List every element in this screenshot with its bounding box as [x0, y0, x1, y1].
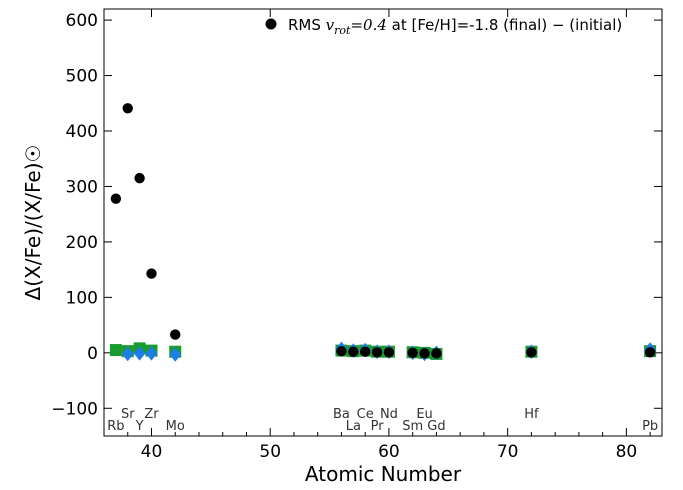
data-point-circle — [644, 347, 656, 358]
data-point-circle — [122, 103, 133, 114]
y-tick-label: 300 — [66, 177, 98, 197]
element-label-eu: Eu — [416, 407, 432, 422]
element-label-nd: Nd — [380, 407, 398, 422]
legend-prefix: RMS — [288, 16, 326, 34]
data-point-diamond — [121, 346, 134, 362]
y-tick-label: 100 — [66, 288, 98, 308]
y-tick-label: 600 — [66, 11, 98, 31]
data-point-circle — [526, 347, 537, 358]
element-label-ce: Ce — [357, 407, 374, 422]
element-label-pr: Pr — [371, 419, 385, 434]
x-tick-label: 40 — [141, 442, 163, 462]
data-point-circle — [348, 346, 359, 357]
data-point-circle — [170, 329, 181, 340]
legend-marker — [265, 18, 277, 30]
element-label-zr: Zr — [144, 407, 159, 422]
data-point-circle — [110, 193, 122, 204]
data-markers — [109, 103, 657, 362]
data-point-circle — [371, 347, 383, 358]
data-point-diamond — [133, 346, 146, 361]
data-point-circle — [336, 345, 347, 357]
x-tick-label: 80 — [616, 442, 638, 462]
element-label-rb: Rb — [107, 419, 124, 434]
data-point-circle — [146, 268, 157, 279]
plot-frame — [103, 8, 663, 437]
data-point-diamond — [169, 347, 182, 362]
legend-label: RMS vrot=0.4 at [Fe/H]=-1.8 (final) − (i… — [288, 16, 622, 37]
element-label-hf: Hf — [524, 407, 539, 422]
data-point-circle — [419, 348, 430, 359]
element-label-la: La — [346, 419, 361, 434]
tick-labels: 40 50 60 70 80 −100 0 100 200 300 400 500 600 — [51, 11, 637, 462]
y-tick-label: −100 — [51, 399, 98, 419]
data-point-square — [109, 344, 122, 357]
element-label-sr: Sr — [121, 407, 135, 422]
element-label-y: Y — [135, 419, 144, 434]
element-label-ba: Ba — [333, 407, 350, 422]
y-tick-label: 200 — [66, 233, 98, 253]
element-label-sm: Sm — [402, 419, 423, 434]
data-point-circle — [359, 346, 371, 357]
data-point-diamond — [145, 346, 158, 361]
element-label-gd: Gd — [427, 419, 445, 434]
legend-math-sub: rot — [334, 24, 351, 37]
x-tick-label: 70 — [497, 442, 519, 462]
x-tick-label: 50 — [259, 442, 281, 462]
x-tick-label: 60 — [378, 442, 400, 462]
legend-math-v: v — [326, 16, 335, 34]
data-point-circle — [431, 348, 442, 359]
legend: RMS vrot=0.4 at [Fe/H]=-1.8 (final) − (i… — [265, 16, 622, 37]
legend-suffix: at [Fe/H]=-1.8 (final) − (initial) — [387, 16, 622, 34]
y-tick-label: 400 — [66, 122, 98, 142]
x-axis-label: Atomic Number — [305, 462, 462, 486]
legend-math-eq: =0.4 — [350, 16, 386, 34]
axis-ticks — [104, 9, 662, 436]
element-label-mo: Mo — [166, 419, 185, 434]
element-label-pb: Pb — [642, 419, 658, 434]
data-point-circle — [383, 347, 395, 358]
data-point-circle — [407, 347, 418, 359]
data-point-circle — [134, 172, 145, 184]
y-tick-label: 0 — [87, 344, 98, 364]
y-axis-label: Δ(X/Fe)/(X/Fe)☉ — [21, 145, 45, 301]
y-tick-label: 500 — [66, 67, 98, 87]
